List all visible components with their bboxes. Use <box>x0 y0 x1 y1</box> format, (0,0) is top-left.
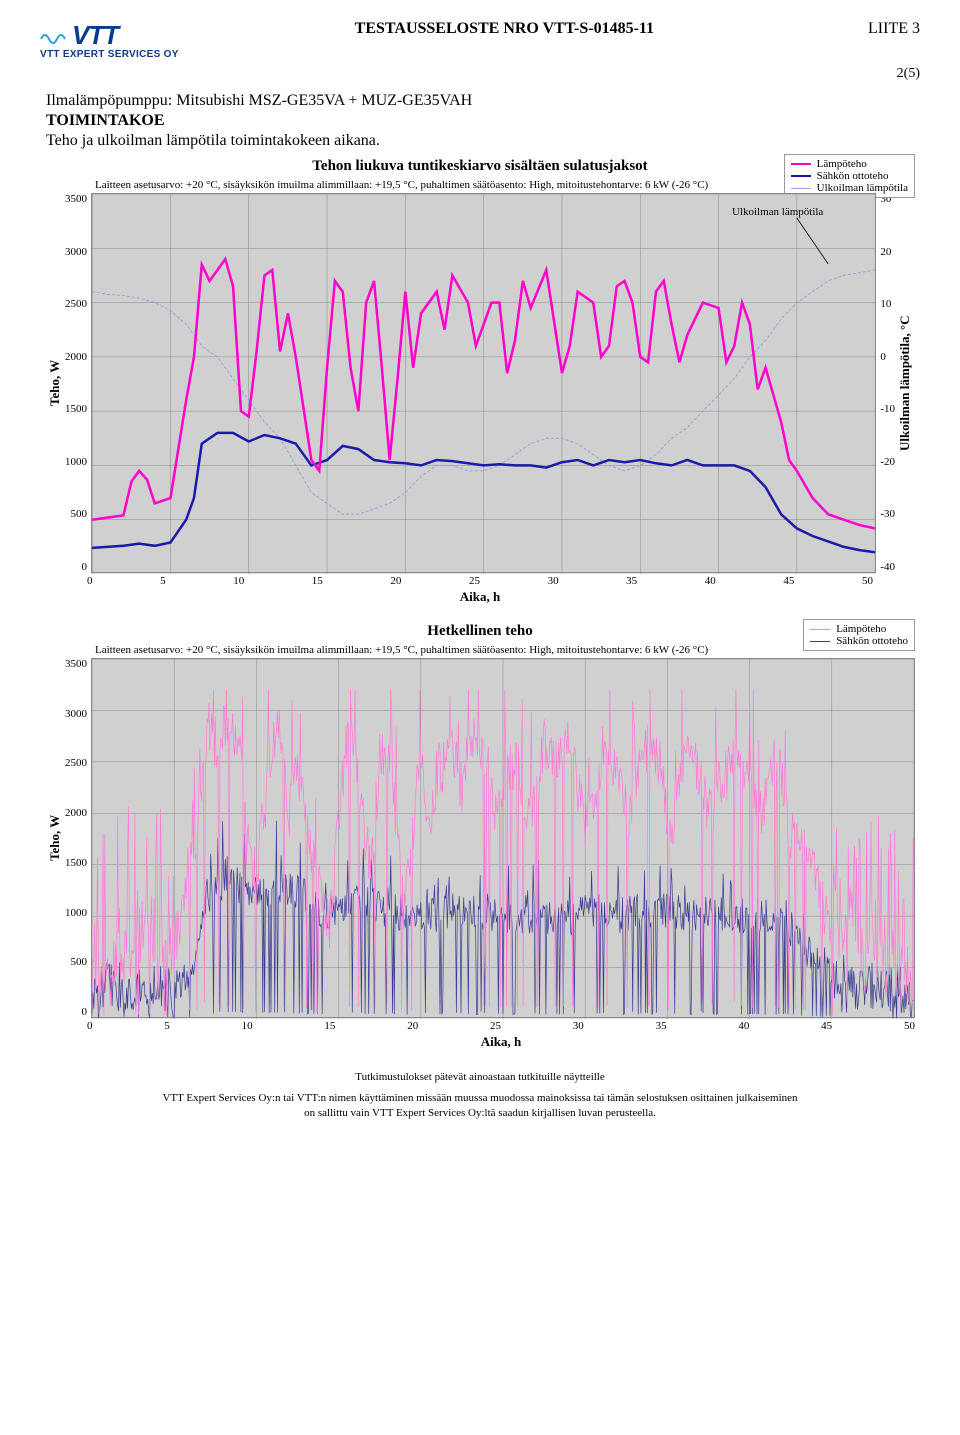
logo-text: VTT <box>72 20 118 51</box>
chart2-plot <box>91 658 915 1018</box>
logo: VTT VTT EXPERT SERVICES OY <box>40 20 179 60</box>
chart2-x-ticks: 05101520253035404550 <box>87 1020 915 1032</box>
chart2-title: Hetkellinen teho <box>427 623 532 640</box>
chart1-y-right-ticks: 3020100-10-20-30-40 <box>876 193 895 573</box>
chart2-y-left-label: Teho, W <box>45 658 65 1018</box>
footer-line1: Tutkimustulokset pätevät ainoastaan tutk… <box>40 1070 920 1085</box>
chart1-y-left-ticks: 3500300025002000150010005000 <box>65 193 91 573</box>
title-line3: Teho ja ulkoilman lämpötila toimintakoke… <box>46 132 920 150</box>
chart1-svg <box>92 194 875 574</box>
document-id: TESTAUSSELOSTE NRO VTT-S-01485-11 <box>179 20 830 38</box>
chart2-x-label: Aika, h <box>87 1034 915 1050</box>
chart2-svg <box>92 659 914 1019</box>
chart1-plot: Ulkoilman lämpötila <box>91 193 876 573</box>
chart1-y-right-label: Ulkoilman lämpötila, °C <box>895 193 915 573</box>
chart1-legend: LämpötehoSähkön ottotehoUlkoilman lämpöt… <box>784 154 915 198</box>
chart1-y-left-label: Teho, W <box>45 193 65 573</box>
footer: Tutkimustulokset pätevät ainoastaan tutk… <box>40 1070 920 1121</box>
title-line2: TOIMINTAKOE <box>46 112 920 130</box>
title-line1: Ilmalämpöpumppu: Mitsubishi MSZ-GE35VA +… <box>46 92 920 110</box>
appendix-label: LIITE 3 <box>830 20 920 38</box>
chart1-x-ticks: 05101520253035404550 <box>87 575 873 587</box>
chart1-callout: Ulkoilman lämpötila <box>732 206 823 218</box>
footer-line2: VTT Expert Services Oy:n tai VTT:n nimen… <box>40 1091 920 1106</box>
footer-line3: on sallittu vain VTT Expert Services Oy:… <box>40 1106 920 1121</box>
page-header: VTT VTT EXPERT SERVICES OY TESTAUSSELOST… <box>40 20 920 60</box>
chart2-y-left-ticks: 3500300025002000150010005000 <box>65 658 91 1018</box>
logo-wave-icon <box>40 25 68 47</box>
chart1-x-label: Aika, h <box>87 589 873 605</box>
chart-2: Hetkellinen teho LämpötehoSähkön ottoteh… <box>45 623 915 1050</box>
chart2-subtitle: Laitteen asetusarvo: +20 °C, sisäyksikön… <box>95 644 915 656</box>
chart1-title: Tehon liukuva tuntikeskiarvo sisältäen s… <box>312 158 647 175</box>
logo-subtitle: VTT EXPERT SERVICES OY <box>40 49 179 60</box>
page-number: 2(5) <box>40 66 920 82</box>
chart-1: Tehon liukuva tuntikeskiarvo sisältäen s… <box>45 158 915 605</box>
title-block: Ilmalämpöpumppu: Mitsubishi MSZ-GE35VA +… <box>46 92 920 150</box>
chart2-legend: LämpötehoSähkön ottoteho <box>803 619 915 651</box>
